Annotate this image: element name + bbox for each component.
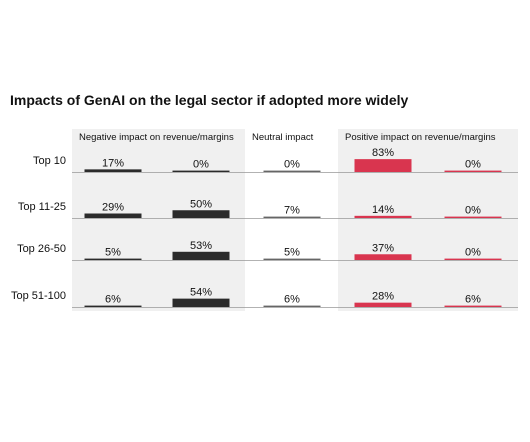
- data-label: 0%: [284, 159, 300, 171]
- group-label: Negative impact on revenue/margins: [79, 132, 234, 143]
- panel-background: [72, 129, 245, 311]
- data-label: 5%: [105, 247, 121, 259]
- bar: [172, 170, 230, 172]
- bar: [172, 298, 230, 307]
- data-label: 7%: [284, 205, 300, 217]
- bar: [263, 216, 321, 218]
- data-label: 6%: [465, 294, 481, 306]
- bar: [354, 254, 412, 260]
- data-label: 29%: [102, 202, 124, 214]
- data-label: 50%: [190, 198, 212, 210]
- bar: [172, 251, 230, 260]
- bar: [84, 169, 142, 172]
- bar: [84, 213, 142, 218]
- data-label: 37%: [372, 242, 394, 254]
- row-labels: Top 10 Top 11-25 Top 26-50 Top 51-100: [11, 155, 66, 302]
- bar: [444, 216, 502, 218]
- bar: [354, 215, 412, 218]
- data-label: 6%: [284, 294, 300, 306]
- bar: [263, 170, 321, 172]
- panel-backgrounds: [72, 129, 518, 311]
- chart-title: Impacts of GenAI on the legal sector if …: [10, 92, 409, 108]
- row-label: Top 51-100: [11, 290, 66, 302]
- data-label: 53%: [190, 240, 212, 252]
- data-label: 0%: [465, 205, 481, 217]
- bar: [354, 302, 412, 307]
- bar: [84, 258, 142, 260]
- data-label: 0%: [465, 247, 481, 259]
- row-label: Top 10: [33, 155, 66, 167]
- panel-background: [338, 129, 518, 311]
- group-labels: Negative impact on revenue/margins Neutra…: [79, 132, 496, 143]
- bar: [84, 305, 142, 307]
- bar: [444, 258, 502, 260]
- row-label: Top 11-25: [18, 201, 66, 213]
- bar: [172, 210, 230, 218]
- bar: [444, 305, 502, 307]
- value-labels: 17% 29% 5% 6% 0% 50% 53% 54% 0% 7% 5% 6% 83% 14% 37% 28…: [102, 147, 481, 305]
- bars: [84, 159, 502, 307]
- data-label: 0%: [465, 159, 481, 171]
- bar: [263, 258, 321, 260]
- data-label: 54%: [190, 287, 212, 299]
- bar: [444, 170, 502, 172]
- data-label: 6%: [105, 294, 121, 306]
- data-label: 28%: [372, 291, 394, 303]
- data-label: 5%: [284, 247, 300, 259]
- bar: [354, 159, 412, 172]
- row-label: Top 26-50: [17, 243, 66, 255]
- data-label: 0%: [193, 159, 209, 171]
- group-label: Positive impact on revenue/margins: [345, 132, 496, 143]
- data-label: 83%: [372, 147, 394, 159]
- data-label: 17%: [102, 157, 124, 169]
- bar: [263, 305, 321, 307]
- data-label: 14%: [372, 204, 394, 216]
- group-label: Neutral impact: [252, 132, 314, 143]
- baselines: [72, 172, 518, 308]
